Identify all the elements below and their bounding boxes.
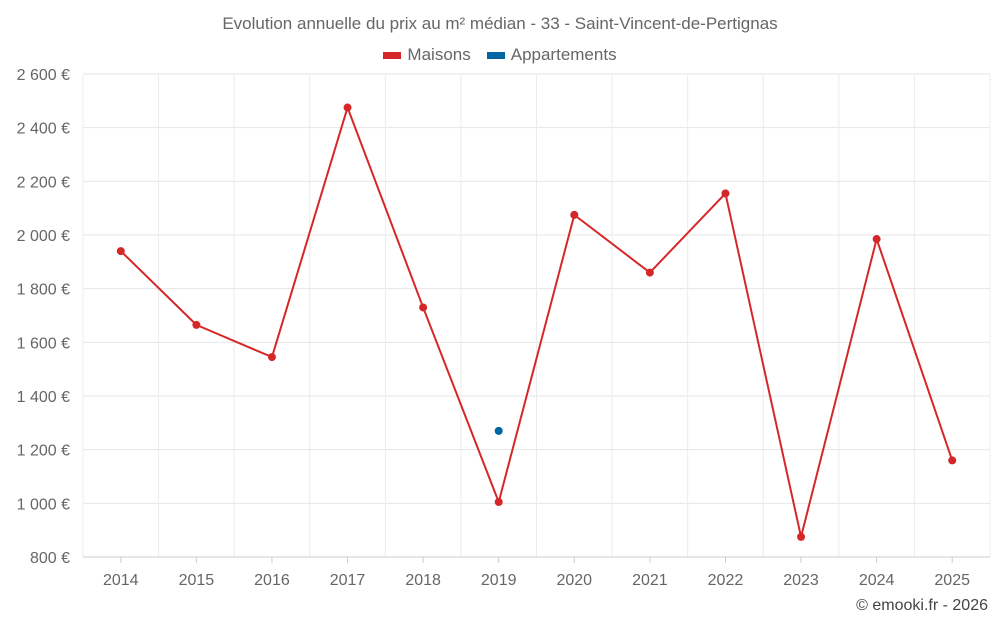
x-tick-label: 2021 <box>632 572 668 589</box>
data-point-maisons[interactable] <box>797 532 806 541</box>
x-tick-label: 2025 <box>934 572 970 589</box>
x-tick-label: 2019 <box>481 572 517 589</box>
legend-label-appartements: Appartements <box>510 45 617 64</box>
data-point-maisons[interactable] <box>192 320 201 329</box>
x-tick-label: 2014 <box>103 572 139 589</box>
x-tick-label: 2018 <box>405 572 441 589</box>
data-point-maisons[interactable] <box>721 189 730 198</box>
x-tick-label: 2016 <box>254 572 290 589</box>
data-point-maisons[interactable] <box>570 210 579 219</box>
y-tick-label: 2 400 € <box>17 121 70 138</box>
chart-title: Evolution annuelle du prix au m² médian … <box>222 14 778 33</box>
legend-item-maisons[interactable]: Maisons <box>383 45 471 65</box>
data-point-maisons[interactable] <box>116 247 125 256</box>
legend-label-maisons: Maisons <box>407 45 471 64</box>
copyright-text: © emooki.fr - 2026 <box>856 597 988 614</box>
y-tick-label: 2 600 € <box>17 67 70 84</box>
legend-swatch-appartements <box>486 51 505 59</box>
x-tick-label: 2020 <box>556 572 592 589</box>
y-tick-label: 800 € <box>30 550 70 567</box>
data-point-maisons[interactable] <box>645 268 654 277</box>
legend-swatch-maisons <box>383 51 402 59</box>
x-tick-label: 2022 <box>708 572 744 589</box>
y-tick-label: 1 400 € <box>17 389 70 406</box>
data-point-maisons[interactable] <box>494 497 503 506</box>
y-tick-label: 2 000 € <box>17 228 70 245</box>
legend: Maisons Appartements <box>0 45 1000 65</box>
y-tick-label: 2 200 € <box>17 174 70 191</box>
y-tick-label: 1 600 € <box>17 335 70 352</box>
x-tick-label: 2017 <box>330 572 366 589</box>
data-point-maisons[interactable] <box>343 103 352 112</box>
y-tick-label: 1 200 € <box>17 443 70 460</box>
data-point-maisons[interactable] <box>948 456 957 465</box>
data-point-appartements[interactable] <box>494 426 503 435</box>
y-tick-label: 1 000 € <box>17 496 70 513</box>
data-point-maisons[interactable] <box>419 303 428 312</box>
x-tick-label: 2015 <box>179 572 215 589</box>
data-point-maisons[interactable] <box>267 353 276 362</box>
legend-item-appartements[interactable]: Appartements <box>486 45 617 65</box>
series-line-maisons <box>120 106 954 538</box>
x-tick-label: 2024 <box>859 572 895 589</box>
x-tick-label: 2023 <box>783 572 819 589</box>
data-point-maisons[interactable] <box>872 235 881 244</box>
y-tick-label: 1 800 € <box>17 282 70 299</box>
